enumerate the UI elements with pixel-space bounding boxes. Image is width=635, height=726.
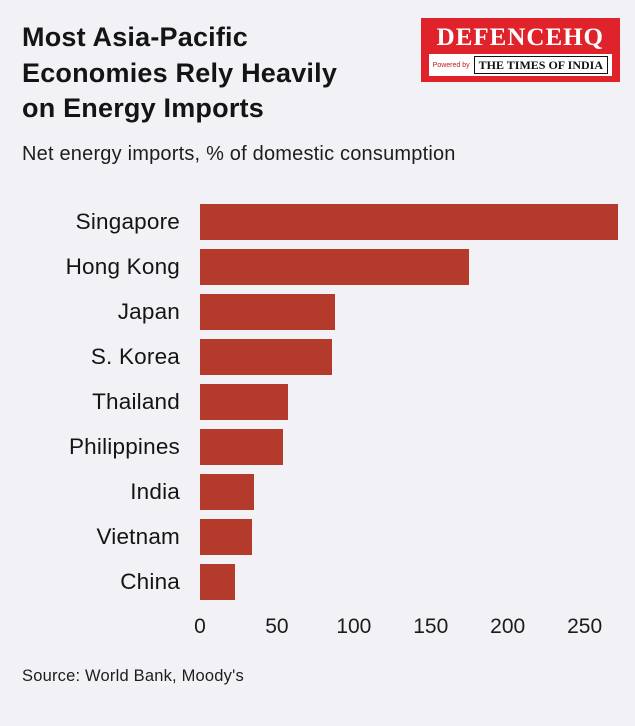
- bar-thailand: [200, 384, 288, 421]
- chart-title: Most Asia-Pacific Economies Rely Heavily…: [22, 22, 338, 124]
- title-block: Most Asia-Pacific Economies Rely Heavily…: [22, 16, 337, 127]
- source-note: Source: World Bank, Moody's: [22, 666, 244, 685]
- category-label-thailand: Thailand: [92, 389, 180, 415]
- category-label-vietnam: Vietnam: [96, 524, 180, 550]
- chart-row: China: [22, 560, 620, 605]
- axis-tick-0: 0: [194, 614, 206, 638]
- bar-track: [200, 564, 620, 601]
- bar-track: [200, 384, 620, 421]
- bar-vietnam: [200, 519, 253, 556]
- bar-singapore: [200, 204, 619, 241]
- chart-row: Hong Kong: [22, 245, 620, 290]
- bar-india: [200, 474, 254, 511]
- chart-row: Japan: [22, 290, 620, 335]
- chart-row: Thailand: [22, 380, 620, 425]
- x-axis: 0 50 100 150 200 250: [22, 615, 620, 641]
- category-label-singapore: Singapore: [75, 209, 180, 235]
- bar-philippines: [200, 429, 284, 466]
- header: Most Asia-Pacific Economies Rely Heavily…: [22, 16, 620, 127]
- chart-subtitle: Net energy imports, % of domestic consum…: [22, 142, 456, 165]
- brand-logo-strip: Powered by THE TIMES OF INDIA: [428, 54, 612, 77]
- bar-track: [200, 519, 620, 556]
- axis-ticks: 0 50 100 150 200 250: [194, 614, 620, 641]
- brand-logo: DEFENCEHQ Powered by THE TIMES OF INDIA: [420, 18, 620, 83]
- axis-tick-250: 250: [567, 614, 603, 638]
- chart-row: Singapore: [22, 200, 620, 245]
- bar-japan: [200, 294, 336, 331]
- axis-spacer: [22, 615, 200, 641]
- chart-rows: Singapore Hong Kong Japan S. Korea Thailand P…: [22, 200, 620, 605]
- axis-tick-50: 50: [265, 614, 289, 638]
- chart-row: India: [22, 470, 620, 515]
- chart-row: Vietnam: [22, 515, 620, 560]
- chart-row: Philippines: [22, 425, 620, 470]
- category-label-india: India: [130, 479, 180, 505]
- category-label-s-korea: S. Korea: [90, 344, 180, 370]
- category-label-philippines: Philippines: [68, 434, 180, 460]
- axis-tick-200: 200: [490, 614, 526, 638]
- bar-track: [200, 339, 620, 376]
- category-label-japan: Japan: [117, 299, 180, 325]
- times-of-india-label: THE TIMES OF INDIA: [473, 56, 608, 75]
- brand-logo-text: DEFENCEHQ: [436, 24, 605, 51]
- bar-chart: Singapore Hong Kong Japan S. Korea Thailand P…: [22, 200, 620, 641]
- bar-track: [200, 429, 620, 466]
- bar-china: [200, 564, 236, 601]
- bar-s-korea: [200, 339, 333, 376]
- axis-tick-150: 150: [413, 614, 449, 638]
- chart-row: S. Korea: [22, 335, 620, 380]
- powered-by-label: Powered by: [432, 61, 470, 69]
- bar-track: [200, 474, 620, 511]
- bar-track: [200, 294, 620, 331]
- bar-hong-kong: [200, 249, 470, 286]
- bar-track: [200, 204, 620, 241]
- axis-tick-100: 100: [336, 614, 372, 638]
- category-label-china: China: [120, 569, 180, 595]
- category-label-hong-kong: Hong Kong: [65, 254, 180, 280]
- bar-track: [200, 249, 620, 286]
